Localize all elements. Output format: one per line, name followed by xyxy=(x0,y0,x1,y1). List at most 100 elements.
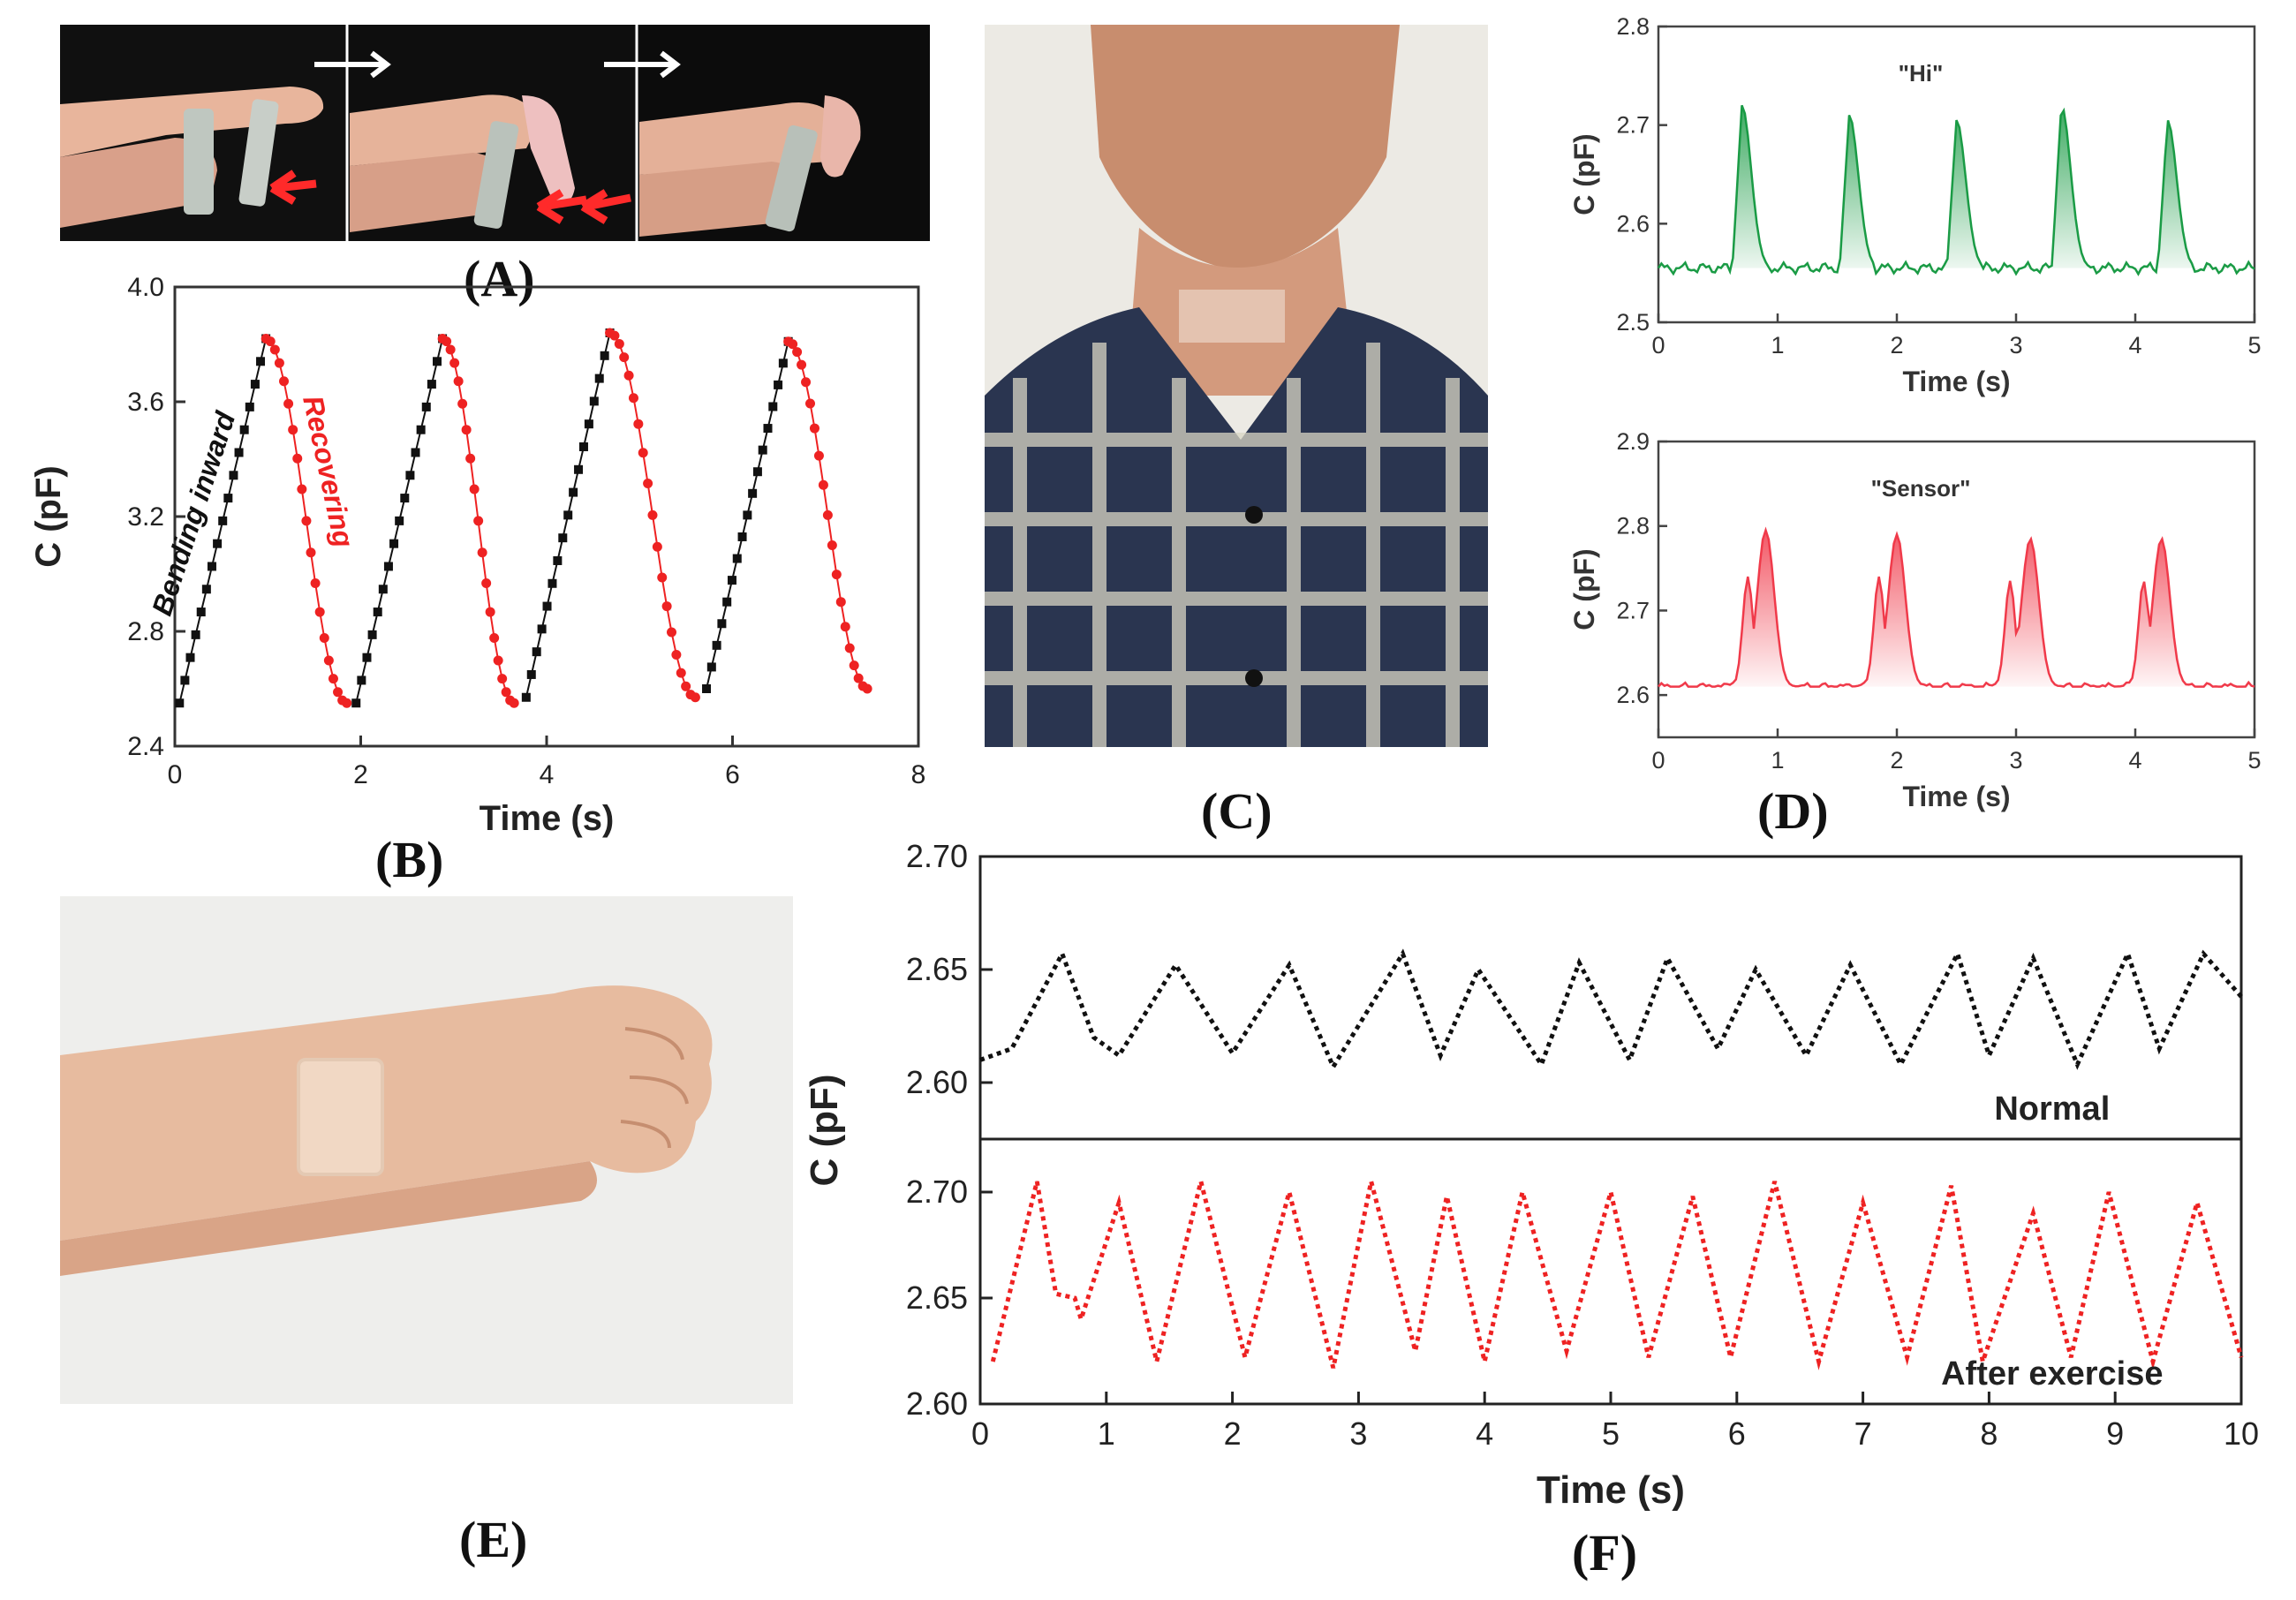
data-point-recovering xyxy=(465,453,476,464)
x-tick-label: 4 xyxy=(540,760,555,789)
data-point-bending xyxy=(191,630,200,639)
x-tick-label: 0 xyxy=(1651,332,1665,358)
x-tick-label: 6 xyxy=(1728,1415,1746,1452)
panel-label-a: (A) xyxy=(464,250,535,307)
data-point-bending xyxy=(532,647,541,657)
data-point-recovering xyxy=(805,398,816,409)
x-tick-label: 1 xyxy=(1771,332,1784,358)
y-tick-label: 2.7 xyxy=(1616,597,1650,623)
data-point-bending xyxy=(223,494,233,503)
data-point-bending xyxy=(778,358,788,368)
data-point-recovering xyxy=(278,376,289,387)
x-tick-label: 7 xyxy=(1854,1415,1872,1452)
data-point-recovering xyxy=(449,358,460,368)
data-point-recovering xyxy=(633,419,644,429)
x-axis-label: Time (s) xyxy=(1537,1468,1685,1512)
x-tick-label: 9 xyxy=(2106,1415,2124,1452)
data-point-recovering xyxy=(501,687,511,698)
data-point-bending xyxy=(584,419,593,429)
x-tick-label: 3 xyxy=(1349,1415,1367,1452)
data-point-recovering xyxy=(671,649,682,660)
panel-label-d: (D) xyxy=(1757,782,1829,840)
data-point-recovering xyxy=(657,572,668,583)
data-point-recovering xyxy=(690,692,700,703)
data-point-recovering xyxy=(310,577,321,588)
y-tick-label-top: 2.70 xyxy=(906,838,968,874)
series-line-after-exercise xyxy=(990,1181,2244,1370)
data-point-recovering xyxy=(638,448,648,458)
data-point-recovering xyxy=(489,633,500,644)
data-point-bending xyxy=(357,675,366,685)
data-point-recovering xyxy=(328,674,338,684)
data-point-bending xyxy=(563,510,573,520)
data-point-bending xyxy=(234,448,244,457)
x-tick-label: 5 xyxy=(2247,747,2261,774)
data-point-bending xyxy=(411,448,420,457)
y-tick-label: 2.4 xyxy=(127,732,164,761)
finger-bending-illustration xyxy=(60,25,930,241)
data-point-recovering xyxy=(849,660,859,671)
series-line xyxy=(1657,104,2255,276)
data-point-bending xyxy=(521,692,531,702)
y-tick-label-top: 2.60 xyxy=(906,1064,968,1100)
photo-finger-bending xyxy=(60,25,930,241)
data-point-recovering xyxy=(676,668,686,678)
plot-frame xyxy=(1657,25,2256,324)
data-point-recovering xyxy=(792,347,803,358)
y-tick-label-bottom: 2.65 xyxy=(906,1279,968,1316)
panel-label-f: (F) xyxy=(1572,1524,1638,1581)
x-tick-label: 6 xyxy=(725,760,740,789)
data-point-recovering xyxy=(333,687,344,698)
data-point-recovering xyxy=(614,338,624,349)
data-point-bending xyxy=(239,425,249,434)
data-point-recovering xyxy=(485,607,495,617)
data-point-bending xyxy=(250,380,260,389)
data-point-recovering xyxy=(477,547,487,558)
data-point-bending xyxy=(752,467,762,477)
data-point-bending xyxy=(185,653,195,662)
x-tick-label: 10 xyxy=(2224,1415,2259,1452)
x-tick-label: 2 xyxy=(1224,1415,1242,1452)
y-tick-label: 2.8 xyxy=(127,617,164,646)
data-point-recovering xyxy=(269,344,280,355)
wrist-illustration xyxy=(60,896,793,1404)
data-point-recovering xyxy=(497,674,508,684)
data-point-recovering xyxy=(453,376,464,387)
data-point-bending xyxy=(574,464,584,474)
data-point-bending xyxy=(400,494,410,503)
data-point-recovering xyxy=(265,336,276,347)
x-tick-label: 0 xyxy=(1651,747,1665,774)
data-point-recovering xyxy=(609,330,620,341)
data-point-recovering xyxy=(301,516,312,526)
x-tick-label: 0 xyxy=(168,760,183,789)
data-point-recovering xyxy=(306,547,316,558)
data-point-bending xyxy=(433,357,442,366)
y-tick-label-top: 2.65 xyxy=(906,951,968,987)
series-label-after-exercise: After exercise xyxy=(1941,1355,2163,1392)
data-point-bending xyxy=(351,698,361,708)
x-tick-label: 4 xyxy=(1476,1415,1493,1452)
y-axis-label: C (pF) xyxy=(1568,133,1600,215)
x-tick-label: 2 xyxy=(1890,747,1903,774)
data-point-recovering xyxy=(667,627,677,638)
data-point-recovering xyxy=(509,698,519,708)
y-axis-label: C (pF) xyxy=(1568,548,1600,630)
data-point-bending xyxy=(373,608,382,617)
chart-f-pulse: 0 1 2 3 4 5 6 7 8 9 10 2.60 2.65 2.70 2.60 2.65 2.70 Time… xyxy=(803,838,2259,1512)
data-point-bending xyxy=(589,396,599,406)
x-tick-label: 1 xyxy=(1098,1415,1115,1452)
data-point-recovering xyxy=(840,622,850,632)
data-point-recovering xyxy=(292,453,303,464)
x-tick-label: 8 xyxy=(1980,1415,1998,1452)
data-point-recovering xyxy=(623,370,634,381)
series-line xyxy=(1658,526,2255,688)
data-point-recovering xyxy=(473,516,484,526)
x-axis-label: Time (s) xyxy=(1902,781,2010,812)
data-point-recovering xyxy=(797,359,807,370)
data-point-bending xyxy=(383,562,393,571)
y-tick-label-bottom: 2.70 xyxy=(906,1174,968,1210)
x-axis-label: Time (s) xyxy=(480,799,615,838)
data-point-bending xyxy=(774,380,783,389)
plot-frame xyxy=(978,855,2243,1406)
